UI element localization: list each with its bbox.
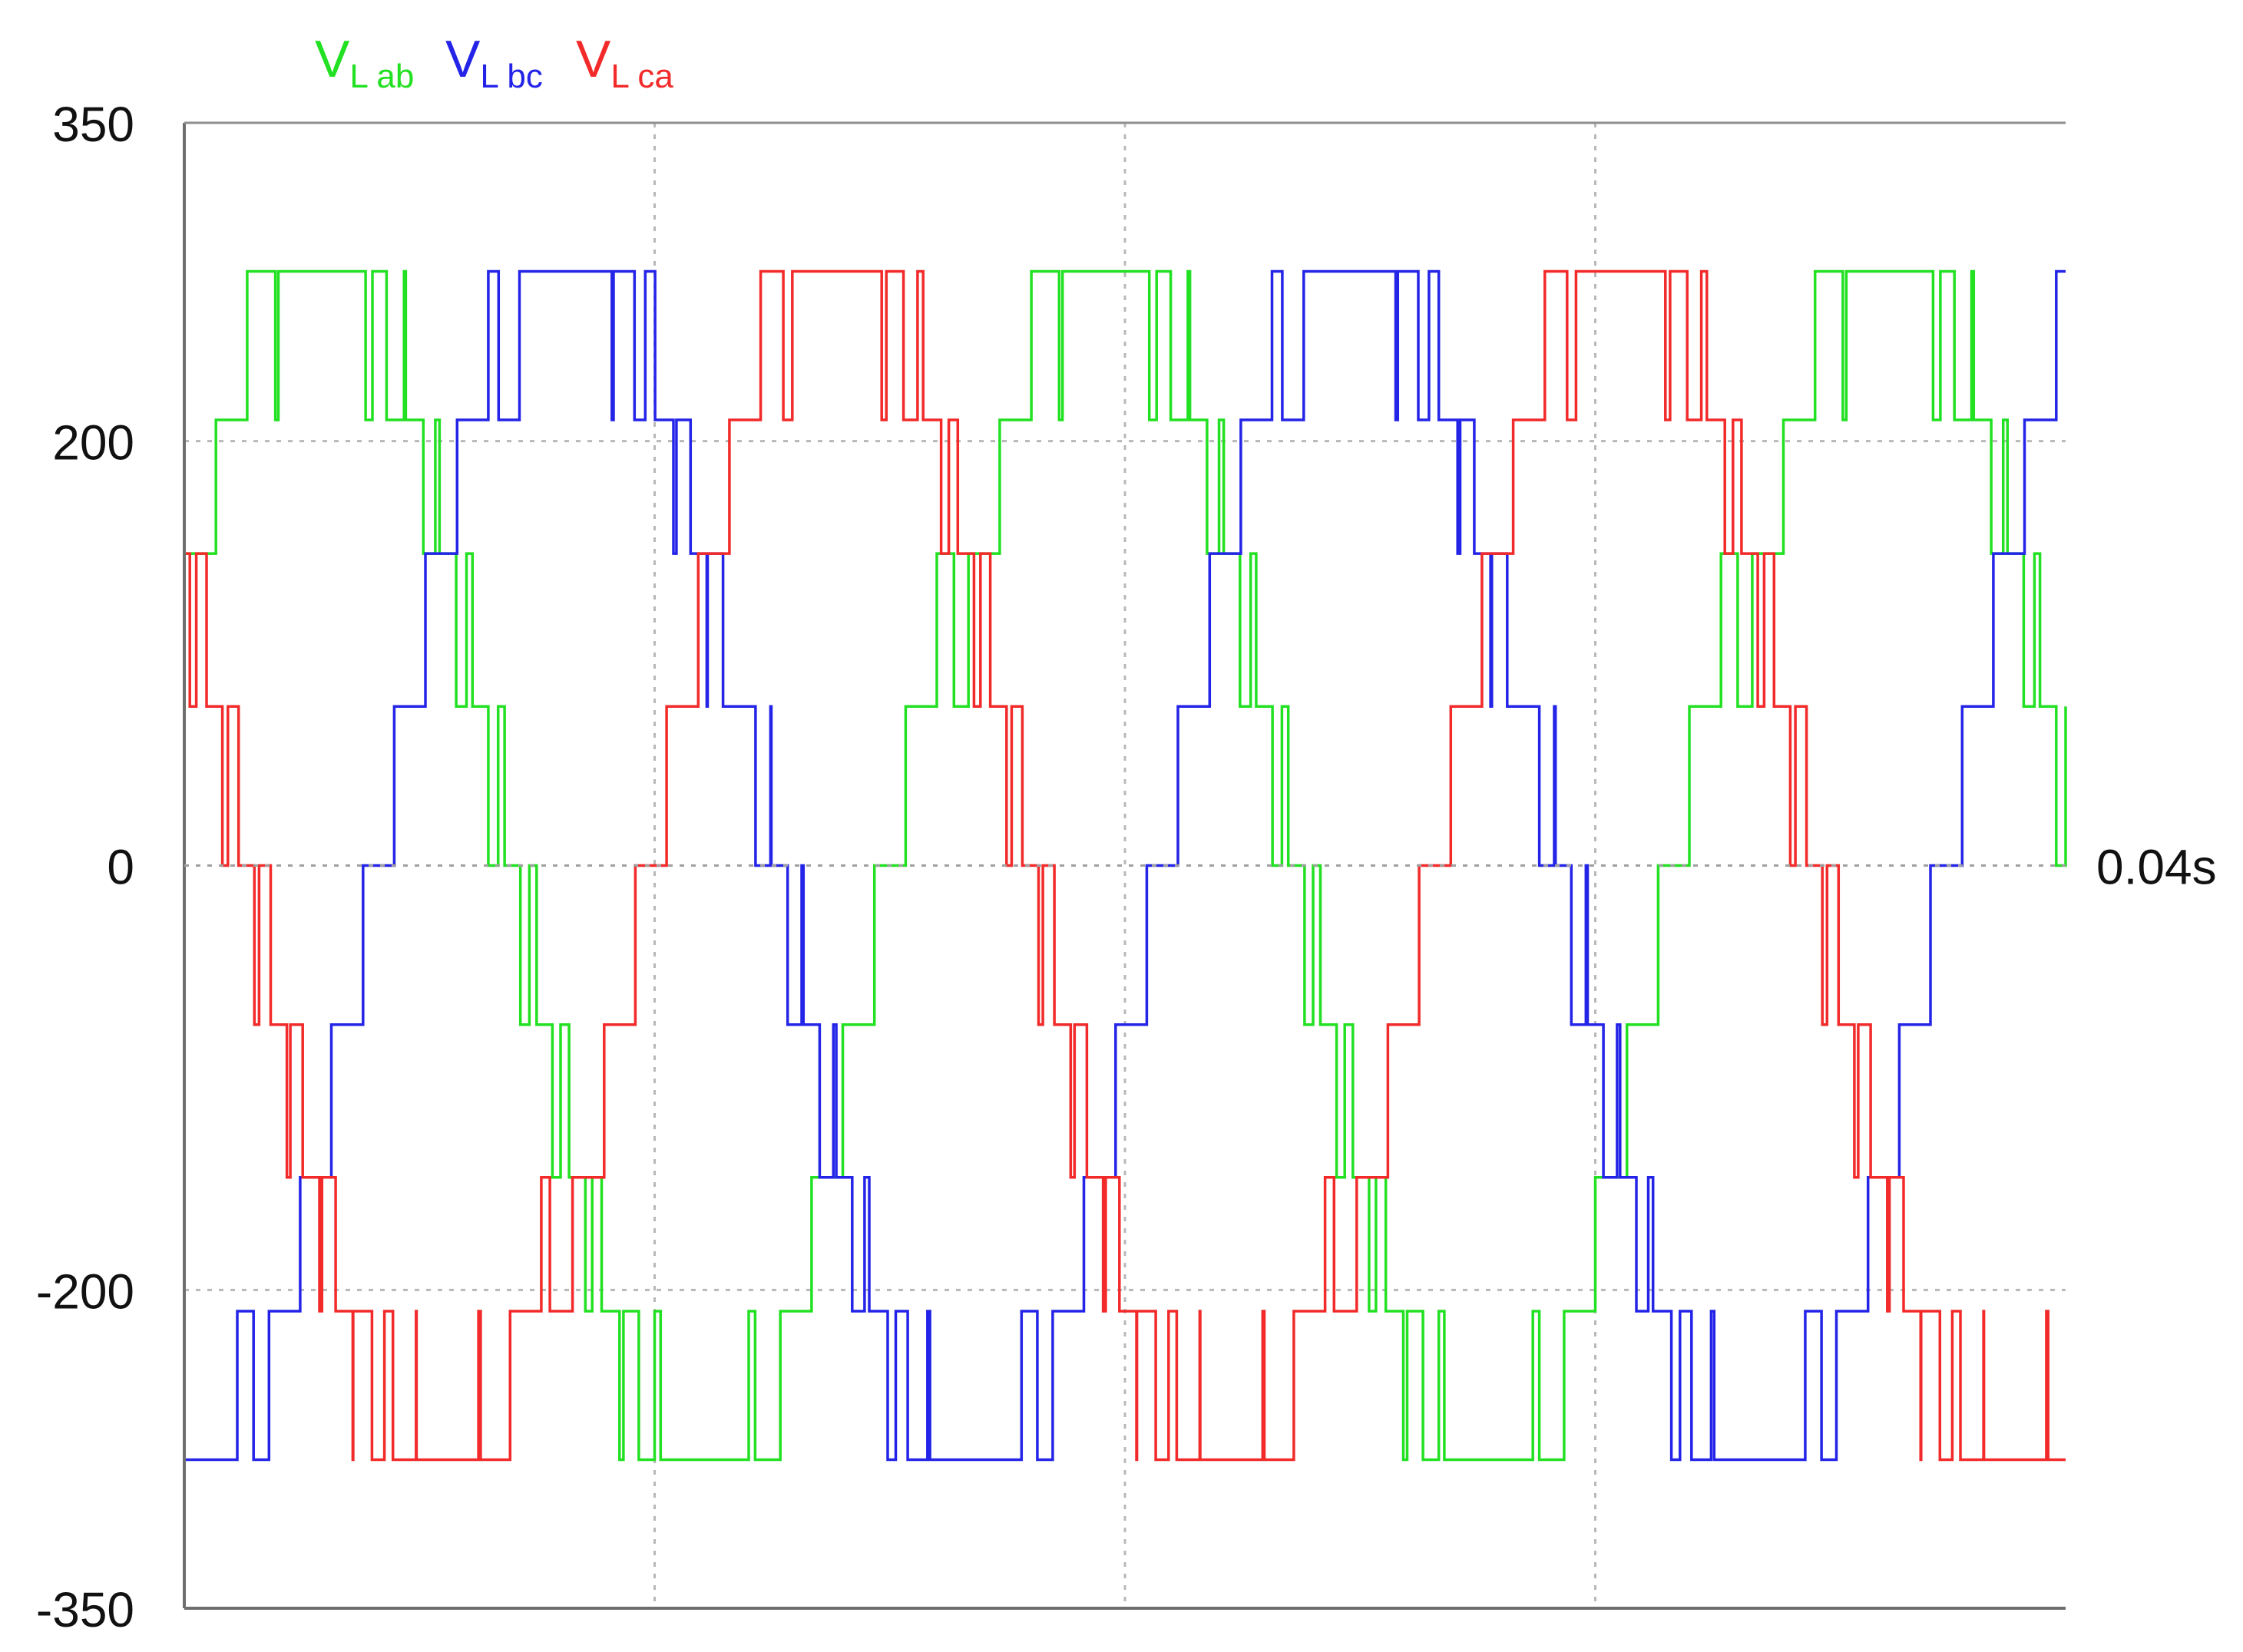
legend-item: VL ab <box>315 30 414 95</box>
legend-item: VL bc <box>445 30 543 95</box>
series-layer <box>184 269 2067 1462</box>
grid-lines <box>184 123 2066 1608</box>
y-tick-label: 350 <box>52 97 134 152</box>
series-vl-ca <box>184 269 2066 1462</box>
axes <box>183 121 2066 1610</box>
legend: VL ab VL bc VL ca <box>315 30 673 95</box>
labels: 350 200 0 -200 -350 0.04s <box>36 97 2217 1637</box>
y-tick-label: 200 <box>52 415 134 471</box>
series-vl-bc <box>184 269 2066 1462</box>
x-end-label: 0.04s <box>2096 840 2217 895</box>
y-tick-label: -200 <box>36 1264 134 1319</box>
legend-item: VL ca <box>576 30 673 95</box>
y-tick-label: 0 <box>107 840 134 895</box>
series-vl-ab <box>184 269 2067 1462</box>
y-tick-label: -350 <box>36 1582 134 1637</box>
